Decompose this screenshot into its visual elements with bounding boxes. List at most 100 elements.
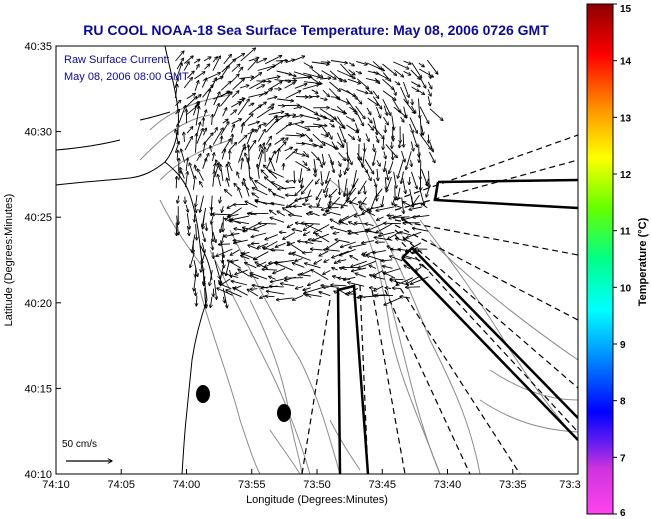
current-vector bbox=[255, 180, 268, 189]
current-vector bbox=[347, 187, 348, 196]
current-vector bbox=[374, 77, 380, 84]
current-vector bbox=[419, 152, 420, 162]
current-vector bbox=[223, 296, 225, 303]
current-vector bbox=[271, 203, 285, 206]
current-vector bbox=[400, 296, 410, 298]
current-vector bbox=[339, 77, 346, 82]
current-vector bbox=[415, 267, 422, 271]
current-vector bbox=[265, 296, 275, 297]
current-vector bbox=[420, 78, 426, 88]
x-tick-label: 74:10 bbox=[42, 479, 70, 491]
current-vector bbox=[275, 149, 279, 163]
current-vector bbox=[231, 281, 248, 286]
current-vector bbox=[269, 286, 284, 287]
current-vector bbox=[231, 64, 240, 72]
current-vector bbox=[390, 280, 410, 286]
current-vector bbox=[204, 276, 205, 286]
current-vector bbox=[284, 147, 293, 152]
current-vector bbox=[306, 189, 312, 202]
current-vector bbox=[354, 123, 358, 132]
current-label-line1: Raw Surface Current: bbox=[64, 54, 170, 66]
current-vector bbox=[235, 269, 248, 275]
current-vector bbox=[244, 179, 250, 197]
current-vector bbox=[401, 218, 413, 226]
current-vector bbox=[262, 269, 278, 270]
current-vector bbox=[187, 225, 189, 236]
current-vector bbox=[394, 81, 400, 85]
current-vector bbox=[186, 158, 188, 172]
current-vector bbox=[270, 158, 276, 172]
current-vector bbox=[394, 69, 403, 77]
current-vector bbox=[309, 212, 320, 217]
current-vector bbox=[300, 168, 303, 183]
current-vector bbox=[232, 134, 233, 145]
current-vector bbox=[321, 171, 323, 185]
current-vector bbox=[301, 269, 311, 275]
current-vector bbox=[382, 63, 396, 75]
current-vector bbox=[221, 149, 225, 160]
current-vector bbox=[221, 136, 222, 144]
current-vector bbox=[337, 70, 355, 79]
current-vector bbox=[202, 158, 207, 169]
current-vector bbox=[374, 285, 384, 291]
current-vector bbox=[384, 223, 401, 224]
current-vector bbox=[195, 205, 197, 212]
map-panel: Raw Surface Current: May 08, 2006 08:00 … bbox=[56, 46, 578, 474]
current-vector bbox=[230, 110, 237, 116]
current-vector bbox=[392, 98, 401, 113]
current-vector bbox=[184, 136, 192, 151]
y-tick-label: 40:15 bbox=[24, 383, 52, 395]
current-vector bbox=[213, 92, 220, 106]
current-vector bbox=[248, 58, 259, 62]
current-vector bbox=[358, 202, 367, 205]
current-vector bbox=[337, 97, 349, 103]
current-vector bbox=[200, 195, 204, 213]
current-vector bbox=[195, 106, 199, 126]
current-vector bbox=[312, 143, 322, 148]
colorbar-gradient bbox=[586, 3, 614, 515]
x-axis-ticks: 74:10 74:05 74:00 73:55 73:50 73:45 73:40 73:35… bbox=[42, 469, 581, 491]
current-vector bbox=[195, 64, 199, 70]
current-vector bbox=[186, 127, 193, 134]
current-vector bbox=[280, 283, 295, 287]
current-vector bbox=[245, 263, 257, 269]
current-vector bbox=[260, 145, 261, 152]
current-vector bbox=[183, 77, 192, 89]
current-vector bbox=[194, 80, 199, 91]
x-tick-label: 73:40 bbox=[434, 479, 462, 491]
current-vector bbox=[295, 185, 305, 196]
current-vector bbox=[195, 165, 196, 171]
current-vector bbox=[201, 242, 205, 253]
current-vector bbox=[411, 159, 412, 167]
current-vector bbox=[376, 216, 384, 221]
current-vector bbox=[326, 170, 330, 183]
current-vector bbox=[211, 195, 212, 210]
current-vector bbox=[358, 260, 376, 268]
current-vector bbox=[192, 176, 195, 190]
current-vector bbox=[382, 78, 393, 89]
current-vector bbox=[329, 202, 348, 207]
current-vector bbox=[400, 86, 409, 104]
current-vector bbox=[372, 61, 382, 69]
current-vector bbox=[285, 149, 298, 160]
current-vector bbox=[323, 213, 331, 215]
current-vector bbox=[302, 160, 307, 166]
current-vector bbox=[250, 289, 258, 290]
current-vector bbox=[311, 77, 321, 84]
current-vector bbox=[422, 125, 424, 135]
current-vector bbox=[175, 51, 185, 62]
current-vector bbox=[302, 179, 314, 195]
current-vector bbox=[184, 132, 185, 142]
current-vector bbox=[183, 62, 189, 71]
current-vector bbox=[212, 128, 223, 145]
current-vector bbox=[238, 269, 250, 277]
current-vector bbox=[301, 142, 317, 146]
current-vector bbox=[220, 196, 221, 204]
current-vector bbox=[311, 68, 323, 77]
current-vector bbox=[196, 128, 203, 144]
current-vector bbox=[345, 168, 347, 174]
current-vector bbox=[402, 177, 406, 194]
current-vector bbox=[404, 265, 411, 270]
current-vector bbox=[384, 160, 387, 172]
current-vector bbox=[204, 64, 210, 70]
